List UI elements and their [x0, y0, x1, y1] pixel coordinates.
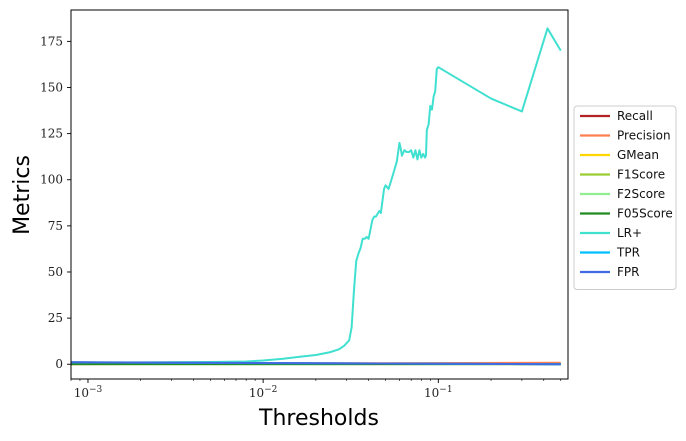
y-tick-label: 100	[40, 173, 63, 187]
y-axis-ticks: 0 25 50 75 100 125 150 175	[40, 34, 71, 371]
legend-label: LR+	[617, 226, 642, 240]
plot-frame	[70, 9, 569, 380]
legend-label: F1Score	[617, 168, 665, 182]
x-tick-label: 10−3	[74, 385, 103, 400]
y-axis-title: Metrics	[10, 155, 35, 235]
y-tick-label: 125	[40, 127, 63, 141]
x-tick-label: 10−2	[249, 385, 278, 400]
legend-label: GMean	[617, 148, 659, 162]
legend-label: TPR	[616, 246, 640, 260]
x-tick-label: 10−1	[424, 385, 453, 400]
y-tick-label: 75	[48, 219, 63, 233]
x-axis-title: Thresholds	[258, 406, 379, 431]
legend-label: F05Score	[617, 207, 673, 221]
y-tick-label: 50	[48, 265, 63, 279]
series-line-lr	[71, 27, 562, 364]
legend-label: Precision	[617, 129, 671, 143]
y-tick-label: 175	[40, 34, 63, 48]
legend-label: FPR	[617, 265, 639, 279]
legend-frame	[573, 105, 677, 290]
series-layer	[71, 27, 562, 366]
x-axis-ticks: 10−3 10−2 10−1	[70, 379, 562, 400]
legend: Recall Precision GMean F1Score F2Score F05Sco…	[573, 105, 677, 290]
legend-label: Recall	[617, 109, 653, 123]
y-tick-label: 150	[40, 80, 63, 94]
y-tick-label: 0	[55, 357, 63, 371]
legend-label: F2Score	[617, 187, 665, 201]
series-line-fpr	[71, 361, 561, 366]
y-tick-label: 25	[48, 311, 63, 325]
